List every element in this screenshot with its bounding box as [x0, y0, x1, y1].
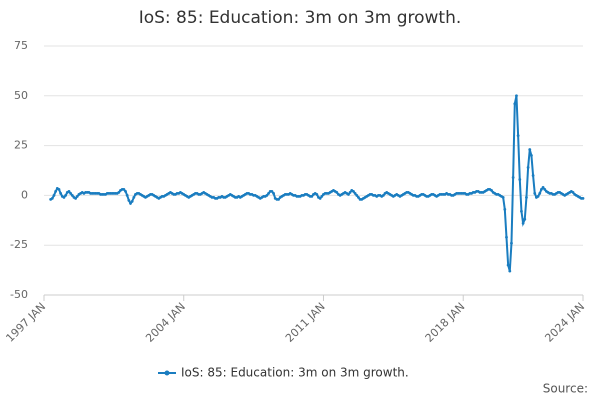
point — [353, 192, 357, 195]
point — [129, 201, 132, 205]
point — [352, 190, 355, 193]
point — [523, 217, 527, 221]
point — [581, 196, 585, 200]
point — [505, 235, 508, 239]
point — [516, 134, 520, 138]
point — [347, 193, 350, 196]
point — [277, 197, 280, 201]
point — [315, 193, 319, 196]
point — [57, 188, 61, 191]
point — [127, 198, 131, 202]
point — [335, 191, 339, 194]
point — [132, 195, 136, 199]
point — [525, 195, 528, 199]
point — [67, 190, 71, 193]
point — [515, 94, 518, 98]
point — [513, 102, 517, 106]
chart-title: IoS: 85: Education: 3m on 3m growth. — [139, 8, 462, 28]
source: Source: — [543, 382, 588, 396]
point — [533, 192, 537, 195]
point — [130, 199, 134, 203]
point — [506, 263, 510, 267]
point — [69, 192, 73, 195]
point — [528, 148, 532, 151]
point — [521, 221, 525, 225]
point — [52, 194, 56, 197]
y-tick-label: 50 — [14, 89, 28, 102]
x-tick-label: 2004 JAN — [143, 300, 188, 345]
point — [381, 194, 385, 197]
point — [125, 194, 129, 197]
point — [526, 166, 530, 169]
y-tick-label: 0 — [21, 188, 28, 201]
point — [571, 191, 575, 194]
point — [318, 196, 322, 200]
point — [520, 209, 523, 213]
point — [122, 188, 126, 191]
y-tick-label: 25 — [14, 139, 28, 152]
point — [511, 176, 515, 179]
point — [503, 207, 507, 211]
x-tick-label: 2011 JAN — [283, 300, 328, 345]
point — [62, 195, 66, 199]
x-tick-label: 2018 JAN — [423, 300, 468, 345]
point — [117, 191, 121, 194]
point — [320, 194, 324, 198]
point — [348, 191, 352, 194]
point — [270, 190, 274, 193]
point — [272, 192, 275, 195]
point — [490, 189, 493, 192]
point — [54, 190, 58, 193]
legend-label: IoS: 85: Education: 3m on 3m growth. — [181, 366, 409, 380]
point — [540, 188, 543, 191]
y-tick-label: -25 — [10, 238, 28, 251]
point — [536, 194, 540, 198]
point — [70, 194, 74, 197]
point — [64, 194, 68, 197]
point — [543, 188, 547, 191]
y-tick-label: 75 — [14, 39, 28, 52]
point — [310, 194, 314, 198]
point — [355, 194, 359, 197]
point — [267, 192, 270, 195]
point — [50, 196, 54, 200]
point — [501, 195, 505, 199]
point — [74, 196, 78, 200]
point — [508, 269, 512, 273]
y-tick-label: -50 — [10, 288, 28, 301]
point — [59, 192, 63, 195]
point — [531, 174, 535, 177]
point — [541, 186, 545, 189]
point — [265, 194, 269, 197]
point — [75, 194, 79, 198]
x-tick-label: 1997 JAN — [3, 300, 48, 345]
point — [518, 178, 522, 181]
point — [124, 190, 127, 193]
x-tick-label: 2024 JAN — [542, 300, 587, 345]
point — [538, 192, 542, 195]
legend-marker — [164, 370, 170, 376]
point — [530, 154, 533, 157]
point — [510, 241, 513, 245]
point — [357, 195, 360, 199]
